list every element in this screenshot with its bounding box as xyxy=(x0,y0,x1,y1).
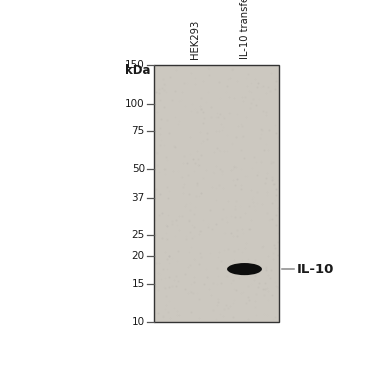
Text: 37: 37 xyxy=(132,193,145,203)
FancyBboxPatch shape xyxy=(154,65,279,322)
Text: 25: 25 xyxy=(132,230,145,240)
Text: 150: 150 xyxy=(125,60,145,70)
Text: HEK293: HEK293 xyxy=(190,20,200,59)
Text: 50: 50 xyxy=(132,165,145,174)
Text: 75: 75 xyxy=(132,126,145,136)
Text: 15: 15 xyxy=(132,279,145,289)
Text: 100: 100 xyxy=(125,99,145,109)
Text: IL-10: IL-10 xyxy=(297,262,334,276)
Text: 10: 10 xyxy=(132,317,145,327)
Text: kDa: kDa xyxy=(125,64,151,77)
Ellipse shape xyxy=(227,263,262,275)
Text: 20: 20 xyxy=(132,251,145,261)
Text: IL-10 transfectant: IL-10 transfectant xyxy=(240,0,249,59)
